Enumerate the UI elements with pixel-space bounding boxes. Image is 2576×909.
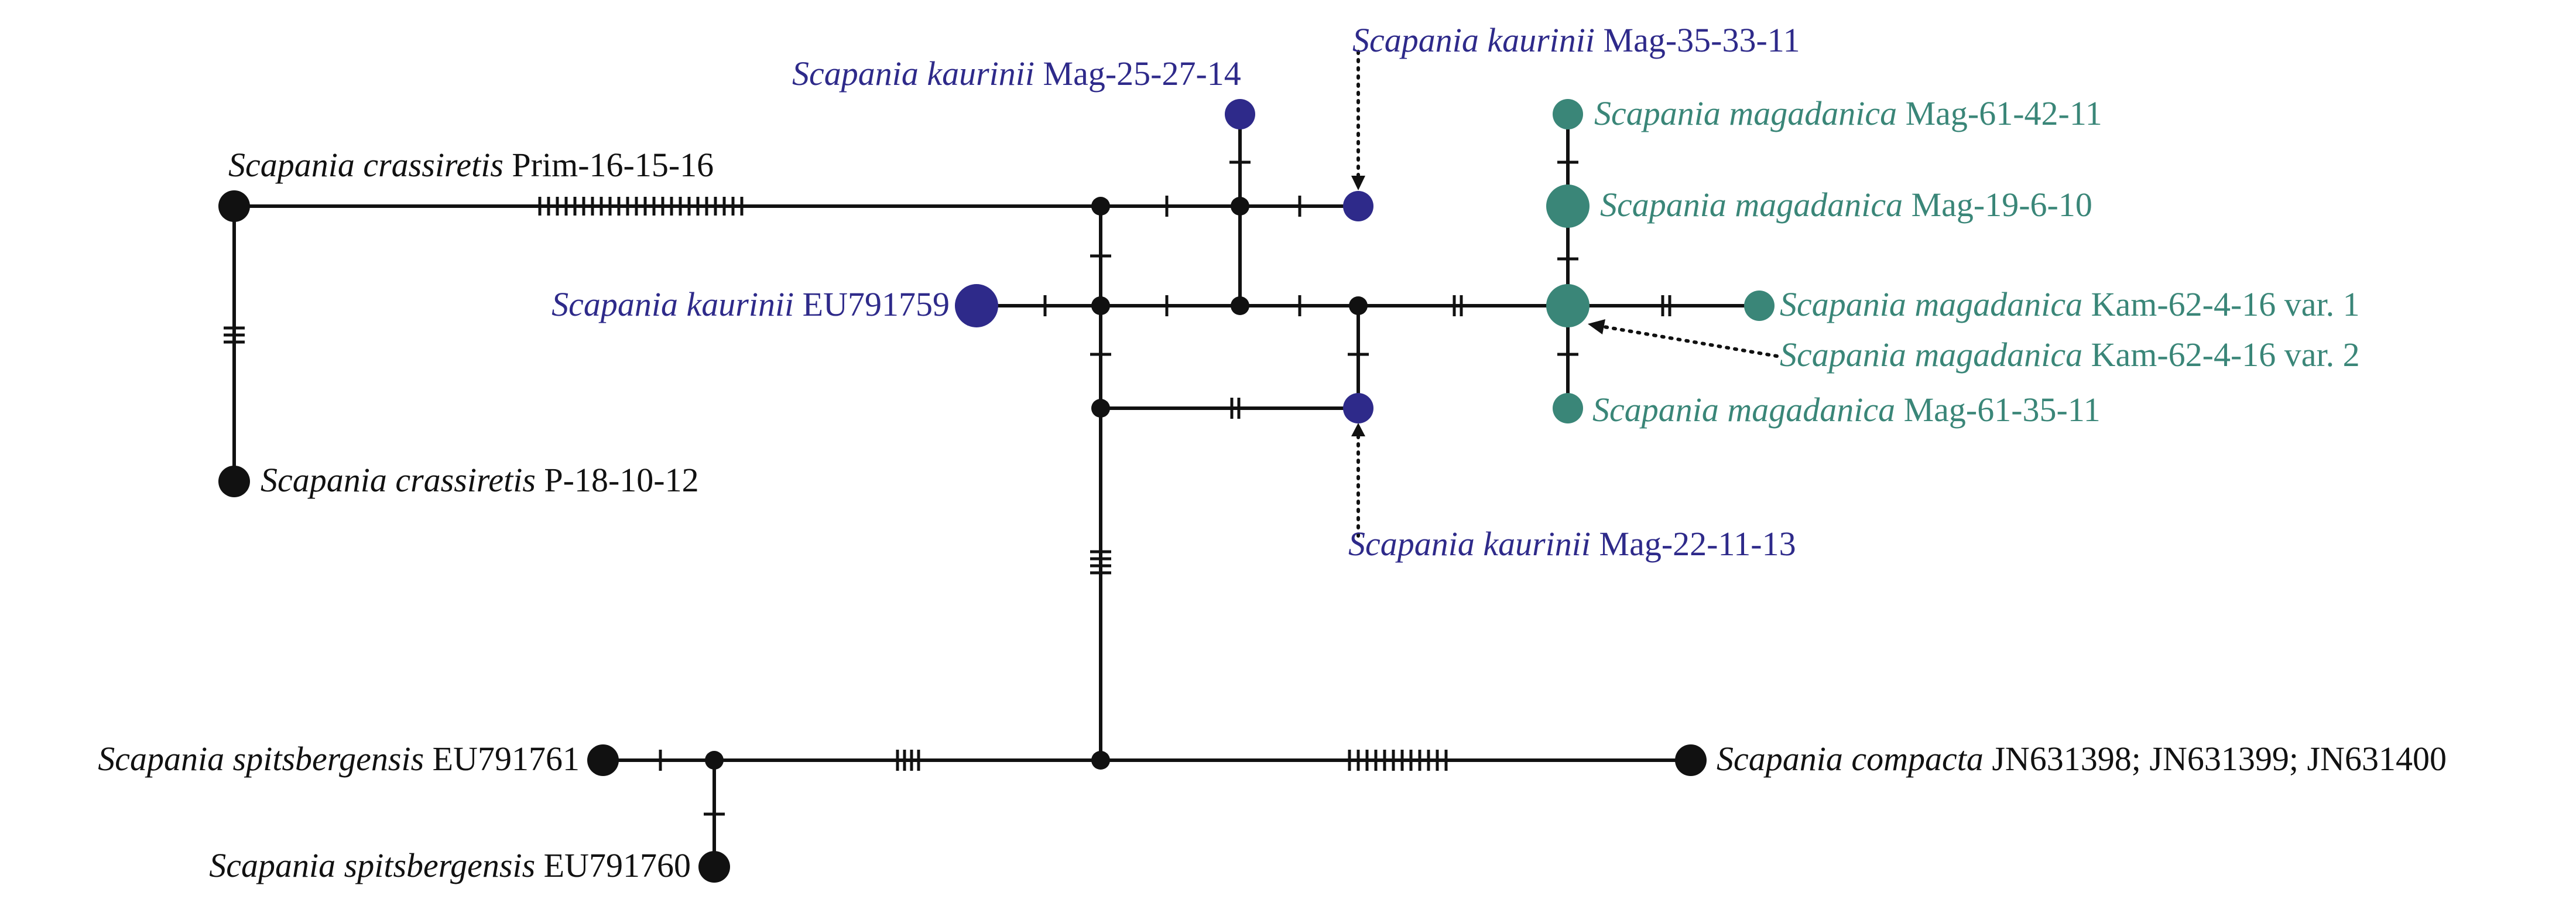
label-kaurinii-mag35-species: Scapania kaurinii (1352, 21, 1595, 59)
label-magadanica-mag61-42: Scapania magadanica Mag-61-42-11 (1594, 94, 2102, 132)
node-magadanica-kam-v1 (1744, 291, 1775, 321)
node-spitsbergensis-761 (587, 744, 619, 776)
network-nodes (218, 99, 1775, 883)
label-magadanica-kam-v1-id: Kam-62-4-16 var. 1 (2091, 285, 2360, 323)
node-kaurinii-mag22 (1343, 393, 1373, 423)
label-kaurinii-mag35-id: Mag-35-33-11 (1604, 21, 1800, 59)
label-kaurinii-eu791759-species: Scapania kaurinii (551, 285, 794, 323)
label-magadanica-kam-v2-id: Kam-62-4-16 var. 2 (2091, 336, 2360, 374)
median-vector-3 (1091, 296, 1110, 315)
arrowhead-kam-v2 (1588, 319, 1605, 334)
label-spitsbergensis-760: Scapania spitsbergensis EU791760 (209, 846, 691, 884)
arrow-kam-v2 (1602, 325, 1779, 358)
label-kaurinii-eu791759-id: EU791759 (803, 285, 950, 323)
median-vector-1 (1091, 197, 1110, 216)
node-magadanica-mag61-42 (1553, 99, 1583, 129)
label-kaurinii-eu791759: Scapania kaurinii EU791759 (551, 285, 950, 323)
median-vector-7 (1091, 751, 1110, 770)
label-crassiretis-p: Scapania crassiretis P-18-10-12 (261, 461, 699, 499)
pointer-arrows (1351, 50, 1779, 538)
label-kaurinii-mag35: Scapania kaurinii Mag-35-33-11 (1352, 21, 1800, 59)
label-magadanica-mag61-42-id: Mag-61-42-11 (1906, 94, 2102, 132)
node-crassiretis-prim (218, 190, 250, 222)
mutation-ticks-mag22 (1230, 398, 1241, 419)
label-magadanica-mag19-species: Scapania magadanica (1600, 186, 1903, 224)
label-magadanica-mag61-35-species: Scapania magadanica (1592, 391, 1895, 429)
median-vector-6 (1091, 399, 1110, 418)
label-compacta: Scapania compacta JN631398; JN631399; JN… (1717, 740, 2447, 778)
label-spitsbergensis-761-id: EU791761 (433, 740, 580, 778)
label-magadanica-mag19-id: Mag-19-6-10 (1912, 186, 2092, 224)
median-vector-5 (1349, 296, 1368, 315)
mutation-ticks-central-3 (1090, 550, 1111, 575)
node-kaurinii-mag35 (1343, 191, 1373, 221)
label-magadanica-mag61-35: Scapania magadanica Mag-61-35-11 (1592, 391, 2101, 429)
median-vector-2 (1231, 197, 1249, 216)
label-magadanica-kam-v2-species: Scapania magadanica (1780, 336, 2082, 374)
node-labels: Scapania crassiretis Prim-16-15-16 Scapa… (98, 21, 2447, 884)
label-crassiretis-p-id: P-18-10-12 (544, 461, 698, 499)
mutation-ticks-kam-v1 (1661, 295, 1671, 316)
label-magadanica-kam-v2: Scapania magadanica Kam-62-4-16 var. 2 (1780, 336, 2360, 374)
mutation-ticks-compacta (1348, 750, 1448, 771)
node-magadanica-mag19 (1546, 184, 1590, 228)
label-compacta-species: Scapania compacta (1717, 740, 1984, 778)
label-spitsbergensis-761: Scapania spitsbergensis EU791761 (98, 740, 580, 778)
node-crassiretis-p (218, 466, 250, 497)
node-compacta (1675, 744, 1707, 776)
label-kaurinii-mag22-id: Mag-22-11-13 (1599, 525, 1796, 563)
label-magadanica-mag61-42-species: Scapania magadanica (1594, 94, 1897, 132)
node-kaurinii-eu791759 (955, 284, 998, 327)
label-spitsbergensis-761-species: Scapania spitsbergensis (98, 740, 424, 778)
mutation-ticks-crassiretis-p (224, 326, 245, 344)
label-compacta-id: JN631398; JN631399; JN631400 (1992, 740, 2447, 778)
label-crassiretis-p-species: Scapania crassiretis (261, 461, 536, 499)
label-spitsbergensis-760-species: Scapania spitsbergensis (209, 846, 535, 884)
median-vector-4 (1231, 296, 1249, 315)
arrowhead-mag35 (1351, 176, 1365, 190)
label-crassiretis-prim-species: Scapania crassiretis (228, 146, 503, 184)
label-kaurinii-mag25: Scapania kaurinii Mag-25-27-14 (792, 54, 1241, 93)
median-vector-8 (705, 751, 724, 770)
label-kaurinii-mag22: Scapania kaurinii Mag-22-11-13 (1348, 525, 1796, 563)
node-magadanica-kam (1546, 284, 1590, 327)
node-kaurinii-mag25 (1225, 99, 1255, 129)
label-crassiretis-prim: Scapania crassiretis Prim-16-15-16 (228, 146, 714, 184)
label-magadanica-mag61-35-id: Mag-61-35-11 (1904, 391, 2101, 429)
label-kaurinii-mag25-id: Mag-25-27-14 (1043, 54, 1241, 93)
mutation-ticks-crassiretis-prim (538, 197, 744, 216)
label-magadanica-mag19: Scapania magadanica Mag-19-6-10 (1600, 186, 2092, 224)
mutation-ticks (224, 160, 1671, 816)
label-kaurinii-mag22-species: Scapania kaurinii (1348, 525, 1591, 563)
label-crassiretis-prim-id: Prim-16-15-16 (512, 146, 714, 184)
node-magadanica-mag61-35 (1553, 393, 1583, 423)
label-kaurinii-mag25-species: Scapania kaurinii (792, 54, 1034, 93)
label-magadanica-kam-v1-species: Scapania magadanica (1780, 285, 2082, 323)
arrowhead-mag22 (1351, 423, 1365, 436)
node-spitsbergensis-760 (698, 851, 730, 883)
label-spitsbergensis-760-id: EU791760 (544, 846, 691, 884)
label-magadanica-kam-v1: Scapania magadanica Kam-62-4-16 var. 1 (1780, 285, 2360, 323)
mutation-ticks-bottom-1 (896, 750, 920, 771)
mutation-ticks-main-3 (1453, 295, 1463, 316)
